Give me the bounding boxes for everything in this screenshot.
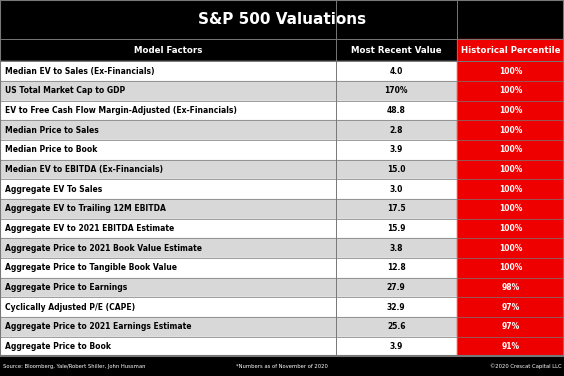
Bar bbox=[457, 39, 564, 61]
Text: Aggregate Price to Tangible Book Value: Aggregate Price to Tangible Book Value bbox=[5, 264, 177, 272]
Bar bbox=[0, 0, 564, 39]
Text: 100%: 100% bbox=[499, 165, 522, 174]
Text: 100%: 100% bbox=[499, 86, 522, 95]
Bar bbox=[457, 81, 564, 101]
Bar bbox=[0, 81, 457, 101]
Text: 3.9: 3.9 bbox=[390, 342, 403, 351]
Text: 100%: 100% bbox=[499, 146, 522, 154]
Bar bbox=[457, 337, 564, 356]
Text: 100%: 100% bbox=[499, 185, 522, 194]
Text: 3.8: 3.8 bbox=[390, 244, 403, 253]
Bar bbox=[457, 160, 564, 179]
Text: 4.0: 4.0 bbox=[390, 67, 403, 76]
Bar bbox=[457, 179, 564, 199]
Bar bbox=[457, 297, 564, 317]
Bar bbox=[457, 258, 564, 278]
Bar bbox=[457, 238, 564, 258]
Bar bbox=[0, 160, 457, 179]
Text: 3.9: 3.9 bbox=[390, 146, 403, 154]
Bar bbox=[0, 179, 457, 199]
Text: 27.9: 27.9 bbox=[387, 283, 406, 292]
Text: Source: Bloomberg, Yale/Robert Shiller, John Hussman: Source: Bloomberg, Yale/Robert Shiller, … bbox=[3, 364, 146, 369]
Bar bbox=[0, 297, 457, 317]
Text: 100%: 100% bbox=[499, 126, 522, 135]
Text: Median EV to Sales (Ex-Financials): Median EV to Sales (Ex-Financials) bbox=[5, 67, 154, 76]
Text: 15.0: 15.0 bbox=[387, 165, 406, 174]
Text: 32.9: 32.9 bbox=[387, 303, 406, 312]
Text: 12.8: 12.8 bbox=[387, 264, 406, 272]
Bar bbox=[0, 317, 457, 337]
Text: Aggregate EV to Trailing 12M EBITDA: Aggregate EV to Trailing 12M EBITDA bbox=[5, 205, 165, 213]
Bar bbox=[457, 219, 564, 238]
Text: 100%: 100% bbox=[499, 106, 522, 115]
Text: 170%: 170% bbox=[385, 86, 408, 95]
Bar bbox=[0, 278, 457, 297]
Text: 17.5: 17.5 bbox=[387, 205, 406, 213]
Bar bbox=[0, 101, 457, 120]
Bar bbox=[457, 140, 564, 160]
Text: Historical Percentile: Historical Percentile bbox=[461, 46, 560, 55]
Bar bbox=[0, 219, 457, 238]
Bar bbox=[0, 120, 457, 140]
Text: Aggregate EV to 2021 EBITDA Estimate: Aggregate EV to 2021 EBITDA Estimate bbox=[5, 224, 174, 233]
Text: 97%: 97% bbox=[501, 323, 519, 331]
Text: Median EV to EBITDA (Ex-Financials): Median EV to EBITDA (Ex-Financials) bbox=[5, 165, 162, 174]
Text: 48.8: 48.8 bbox=[387, 106, 406, 115]
Text: 98%: 98% bbox=[501, 283, 519, 292]
Text: Most Recent Value: Most Recent Value bbox=[351, 46, 442, 55]
Text: 25.6: 25.6 bbox=[387, 323, 406, 331]
Text: Aggregate Price to 2021 Book Value Estimate: Aggregate Price to 2021 Book Value Estim… bbox=[5, 244, 201, 253]
Bar bbox=[0, 61, 457, 81]
Text: Aggregate EV To Sales: Aggregate EV To Sales bbox=[5, 185, 102, 194]
Text: Model Factors: Model Factors bbox=[134, 46, 202, 55]
Bar bbox=[457, 61, 564, 81]
Text: EV to Free Cash Flow Margin-Adjusted (Ex-Financials): EV to Free Cash Flow Margin-Adjusted (Ex… bbox=[5, 106, 236, 115]
Text: 15.9: 15.9 bbox=[387, 224, 406, 233]
Bar bbox=[457, 120, 564, 140]
Text: 100%: 100% bbox=[499, 205, 522, 213]
Bar bbox=[457, 278, 564, 297]
Bar bbox=[0, 238, 457, 258]
Bar bbox=[0, 356, 564, 376]
Bar bbox=[457, 199, 564, 219]
Text: ©2020 Crescat Capital LLC: ©2020 Crescat Capital LLC bbox=[490, 364, 561, 369]
Text: 100%: 100% bbox=[499, 224, 522, 233]
Text: US Total Market Cap to GDP: US Total Market Cap to GDP bbox=[5, 86, 125, 95]
Bar bbox=[0, 140, 457, 160]
Text: *Numbers as of November of 2020: *Numbers as of November of 2020 bbox=[236, 364, 328, 369]
Text: 100%: 100% bbox=[499, 244, 522, 253]
Text: 2.8: 2.8 bbox=[390, 126, 403, 135]
Bar bbox=[0, 39, 564, 61]
Text: Aggregate Price to Book: Aggregate Price to Book bbox=[5, 342, 111, 351]
Bar bbox=[0, 337, 457, 356]
Text: 100%: 100% bbox=[499, 67, 522, 76]
Text: Aggregate Price to 2021 Earnings Estimate: Aggregate Price to 2021 Earnings Estimat… bbox=[5, 323, 191, 331]
Bar bbox=[0, 199, 457, 219]
Text: Cyclically Adjusted P/E (CAPE): Cyclically Adjusted P/E (CAPE) bbox=[5, 303, 135, 312]
Text: 3.0: 3.0 bbox=[390, 185, 403, 194]
Text: 100%: 100% bbox=[499, 264, 522, 272]
Text: Median Price to Book: Median Price to Book bbox=[5, 146, 97, 154]
Text: Median Price to Sales: Median Price to Sales bbox=[5, 126, 98, 135]
Text: Aggregate Price to Earnings: Aggregate Price to Earnings bbox=[5, 283, 127, 292]
Bar bbox=[0, 258, 457, 278]
Text: S&P 500 Valuations: S&P 500 Valuations bbox=[198, 12, 366, 27]
Bar bbox=[457, 101, 564, 120]
Bar bbox=[457, 317, 564, 337]
Text: 91%: 91% bbox=[501, 342, 519, 351]
Text: 97%: 97% bbox=[501, 303, 519, 312]
